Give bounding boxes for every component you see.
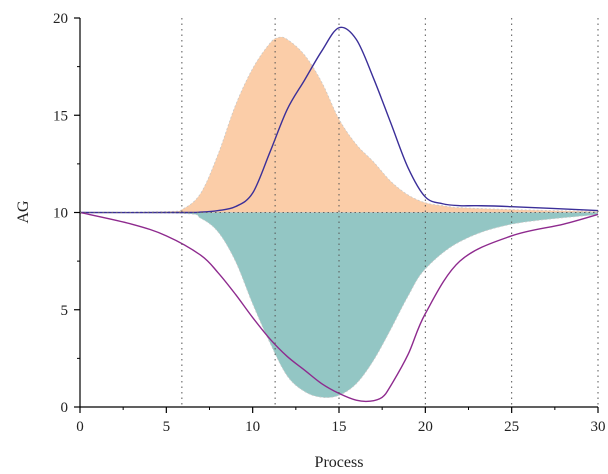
tick-layer: 0 5 10 15 20 25 30 0 5 10 15 20 bbox=[53, 11, 606, 435]
x-axis-title: Process bbox=[315, 454, 364, 471]
y-tick-label-1: 5 bbox=[61, 303, 69, 319]
y-tick-label-2: 10 bbox=[53, 206, 68, 222]
x-tick-label-6: 30 bbox=[591, 419, 606, 435]
line-series-3 bbox=[79, 211, 599, 403]
y-axis-title: AG bbox=[15, 200, 32, 224]
x-tick-label-5: 25 bbox=[504, 419, 519, 435]
x-tick-label-1: 5 bbox=[163, 419, 171, 435]
area-series-0 bbox=[79, 36, 599, 213]
y-tick-label-3: 15 bbox=[53, 108, 68, 124]
series-layer bbox=[79, 26, 599, 403]
x-tick-label-3: 15 bbox=[332, 419, 347, 435]
grid-layer bbox=[80, 18, 599, 407]
x-tick-label-0: 0 bbox=[76, 419, 84, 435]
y-tick-label-4: 20 bbox=[53, 11, 68, 27]
x-tick-label-2: 10 bbox=[245, 419, 260, 435]
x-tick-label-4: 20 bbox=[418, 419, 433, 435]
line-series-2 bbox=[79, 26, 599, 214]
y-tick-label-0: 0 bbox=[61, 400, 69, 416]
